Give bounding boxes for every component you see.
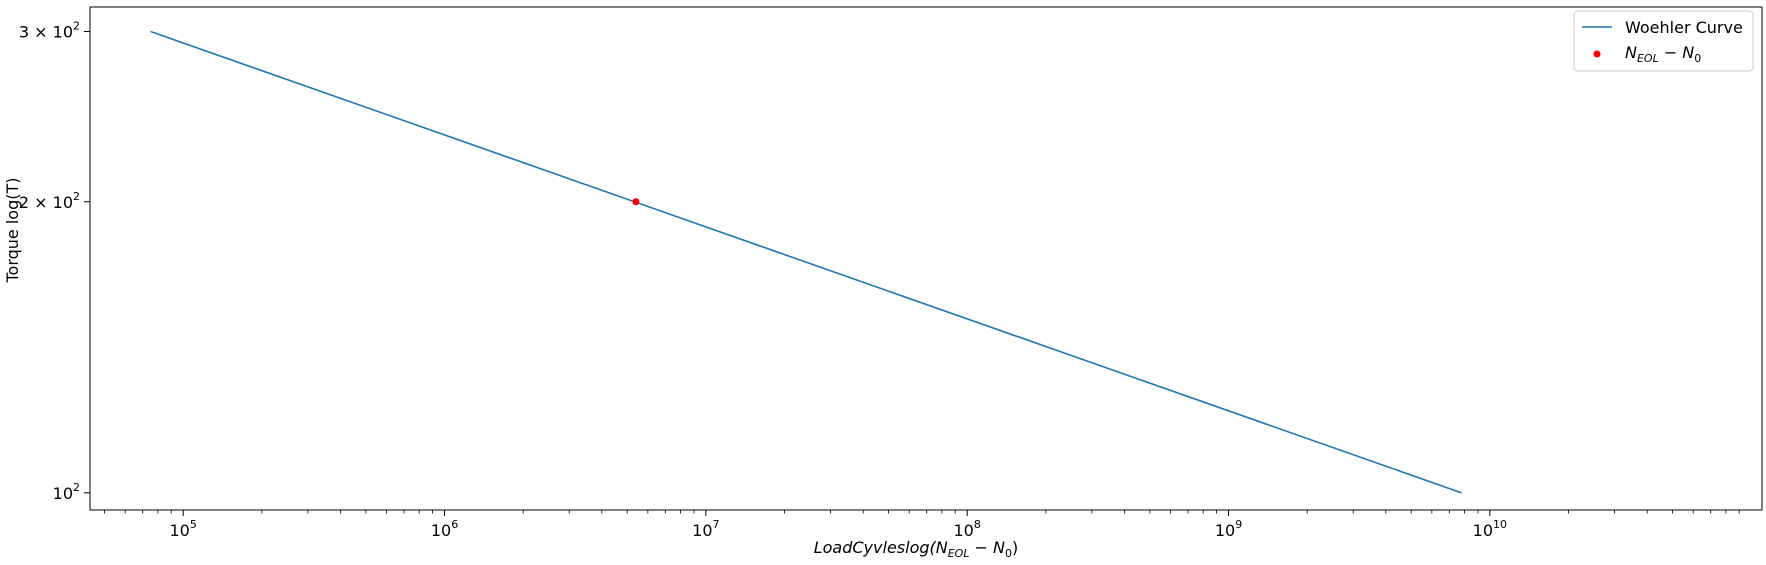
x-axis-label-zero-subscript: 0 — [1005, 547, 1012, 560]
x-axis-label-prefix: LoadCyvleslog( — [814, 538, 937, 557]
x-axis-label: LoadCyvleslog(NEOL − N0) — [814, 538, 1019, 560]
legend-label-sub2: 0 — [1694, 52, 1701, 65]
y-tick-label: 3 × 102 — [19, 19, 80, 41]
x-axis-label-n-eol: N — [936, 538, 948, 557]
legend-label-woehler-curve: Woehler Curve — [1625, 18, 1743, 37]
legend-swatch-eol-point — [1593, 50, 1601, 58]
series-layer — [150, 30, 1462, 494]
x-tick-label: 106 — [431, 518, 458, 540]
y-tick-label: 102 — [53, 481, 80, 503]
legend-label-n2: N — [1682, 43, 1694, 62]
x-tick-label: 105 — [169, 518, 196, 540]
x-tick-label: 108 — [954, 518, 981, 540]
x-axis-label-minus: − — [969, 538, 993, 557]
x-tick-label: 107 — [692, 518, 719, 540]
x-axis-ticks: 105 106 107 108 109 1010 — [169, 510, 1507, 540]
legend-label-n1: N — [1625, 43, 1637, 62]
x-minor-ticks — [104, 510, 1740, 514]
plot-area — [90, 7, 1762, 510]
x-axis-label-eol-subscript: EOL — [948, 547, 970, 560]
plot-frame — [89, 6, 1763, 511]
legend-label-eol-point: NEOL − N0 — [1625, 43, 1701, 65]
legend-label-minus: − — [1659, 43, 1683, 62]
x-tick-label: 1010 — [1473, 518, 1507, 540]
series-point-eol — [632, 198, 640, 206]
series-line-woehler-curve — [150, 30, 1462, 494]
legend-box — [1573, 10, 1754, 72]
y-axis-label: Torque log(T) — [3, 177, 22, 283]
legend: Woehler Curve NEOL − N0 — [1573, 10, 1754, 72]
y-axis-ticks: 102 2 × 102 3 × 102 — [19, 19, 90, 503]
x-axis-label-suffix: ) — [1012, 538, 1018, 557]
x-tick-label: 109 — [1215, 518, 1242, 540]
x-axis-label-n-0: N — [993, 538, 1005, 557]
y-tick-label: 2 × 102 — [19, 190, 80, 212]
legend-label-sub1: EOL — [1637, 52, 1659, 65]
